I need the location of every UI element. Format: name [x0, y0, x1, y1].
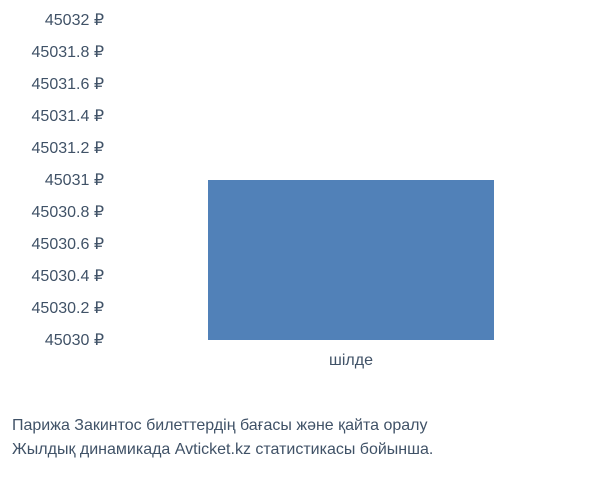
y-tick-label: 45030.2 ₽	[32, 298, 104, 318]
x-axis-label: шілде	[329, 352, 373, 370]
caption-line-2: Жылдық динамикада Avticket.kz статистика…	[12, 438, 592, 462]
y-tick-label: 45032 ₽	[45, 10, 104, 30]
y-tick-label: 45031 ₽	[45, 170, 104, 190]
y-tick-label: 45031.2 ₽	[32, 138, 104, 158]
caption-line-1: Парижа Закинтос билеттердің бағасы және …	[12, 414, 592, 438]
bar	[208, 180, 495, 340]
plot-area: шілде	[112, 20, 590, 340]
y-tick-label: 45030.4 ₽	[32, 266, 104, 286]
y-tick-label: 45030.6 ₽	[32, 234, 104, 254]
chart-caption: Парижа Закинтос билеттердің бағасы және …	[12, 414, 592, 462]
y-tick-label: 45031.6 ₽	[32, 74, 104, 94]
bar-chart: 45030 ₽ 45030.2 ₽ 45030.4 ₽ 45030.6 ₽ 45030.…	[0, 20, 600, 380]
y-tick-label: 45031.4 ₽	[32, 106, 104, 126]
y-tick-label: 45030.8 ₽	[32, 202, 104, 222]
y-tick-label: 45030 ₽	[45, 330, 104, 350]
y-tick-label: 45031.8 ₽	[32, 42, 104, 62]
y-axis: 45030 ₽45030.2 ₽45030.4 ₽45030.6 ₽45030.…	[0, 20, 110, 340]
